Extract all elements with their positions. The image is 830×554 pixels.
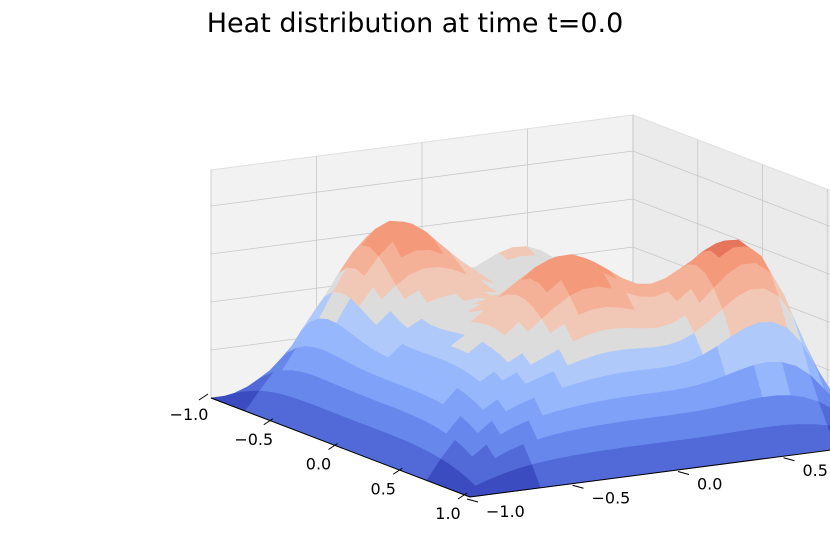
x-tick-label: 0.0	[306, 455, 331, 474]
y-axis-line	[469, 449, 830, 498]
y-tick-label: −1.0	[486, 502, 525, 521]
gridline-z	[210, 150, 830, 227]
y-tick	[572, 484, 584, 489]
y-tick	[466, 498, 479, 503]
y-tick-label: 0.0	[697, 475, 722, 494]
x-tick	[263, 418, 274, 426]
y-tick-label: −0.5	[592, 488, 631, 507]
x-tick	[457, 492, 468, 500]
chart-title: Heat distribution at time t=0.0	[206, 8, 624, 39]
x-tick-label: −0.5	[234, 430, 273, 449]
gridline-z	[210, 198, 830, 275]
x-tick-label: 0.5	[371, 479, 396, 498]
x-tick	[328, 443, 338, 450]
y-tick-label: 0.5	[803, 461, 828, 480]
x-tick-label: 1.0	[435, 504, 460, 523]
x-tick-label: −1.0	[170, 405, 209, 424]
x-tick	[198, 393, 209, 401]
x-axis-line	[210, 397, 471, 498]
y-tick	[783, 457, 795, 462]
y-tick	[677, 471, 690, 475]
x-tick	[392, 467, 403, 475]
